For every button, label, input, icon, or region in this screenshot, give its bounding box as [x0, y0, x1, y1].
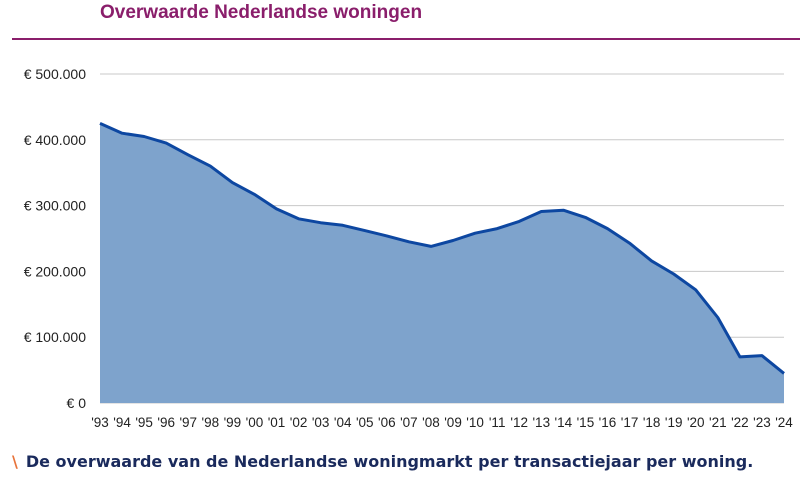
series-line — [99, 122, 785, 375]
x-tick-label: '99 — [224, 415, 242, 430]
x-tick-label: '95 — [135, 415, 153, 430]
chart-title: Overwaarde Nederlandse woningen — [100, 2, 423, 23]
x-tick-label: '03 — [312, 415, 330, 430]
x-tick-label: '14 — [555, 415, 573, 430]
x-tick-label: '01 — [268, 415, 286, 430]
x-tick-label: '04 — [334, 415, 352, 430]
y-tick-label: € 200.000 — [24, 263, 86, 279]
x-tick-label: '18 — [643, 415, 661, 430]
x-tick-label: '05 — [356, 415, 374, 430]
x-tick-label: '15 — [577, 415, 595, 430]
x-axis-tick-labels: '93 '94 '95 '96 '97 '98 '99 '00 '01 '02 '03 '04 '05 '… — [91, 415, 793, 430]
y-axis-tick-labels: € 0 € 100.000 € 200.000 € 300.000 € 400.000 €… — [24, 66, 87, 411]
x-tick-label: '07 — [400, 415, 418, 430]
x-tick-label: '06 — [378, 415, 396, 430]
caption-marker: \ — [12, 452, 18, 471]
y-tick-label: € 0 — [67, 395, 87, 411]
x-tick-label: '12 — [510, 415, 528, 430]
x-tick-label: '02 — [290, 415, 308, 430]
y-tick-label: € 500.000 — [24, 66, 86, 82]
x-tick-label: '08 — [422, 415, 440, 430]
x-tick-label: '93 — [91, 415, 109, 430]
x-tick-label: '23 — [753, 415, 771, 430]
x-tick-label: '17 — [621, 415, 639, 430]
x-tick-label: '96 — [157, 415, 175, 430]
caption-text: De overwaarde van de Nederlandse woningm… — [25, 452, 754, 471]
x-tick-label: '97 — [179, 415, 197, 430]
series-area-fill — [100, 123, 784, 404]
x-tick-label: '98 — [202, 415, 220, 430]
area-chart: € 0 € 100.000 € 200.000 € 300.000 € 400.000 €… — [24, 66, 794, 430]
x-tick-label: '09 — [444, 415, 462, 430]
x-tick-label: '00 — [246, 415, 264, 430]
x-tick-label: '94 — [113, 415, 131, 430]
x-tick-label: '24 — [775, 415, 793, 430]
x-tick-label: '19 — [665, 415, 683, 430]
y-tick-label: € 300.000 — [24, 198, 86, 214]
y-tick-label: € 400.000 — [24, 132, 86, 148]
x-tick-label: '20 — [687, 415, 705, 430]
x-tick-label: '22 — [731, 415, 749, 430]
title-divider — [12, 38, 800, 40]
x-tick-label: '16 — [599, 415, 617, 430]
x-tick-label: '21 — [709, 415, 727, 430]
y-tick-label: € 100.000 — [24, 329, 86, 345]
chart-caption: \ De overwaarde van de Nederlandse woning… — [12, 452, 753, 471]
x-tick-label: '11 — [489, 415, 506, 430]
x-tick-label: '10 — [466, 415, 484, 430]
x-tick-label: '13 — [532, 415, 550, 430]
